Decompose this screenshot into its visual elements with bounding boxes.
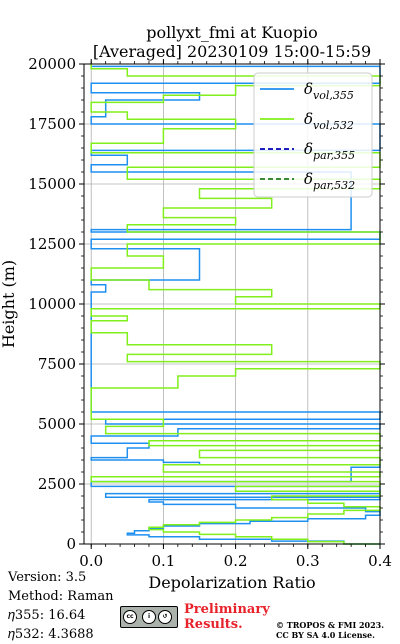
- legend-label-2: δpar,355: [304, 140, 355, 162]
- y-tick-label: 17500: [28, 115, 76, 133]
- copyright-notice: © TROPOS & FMI 2023. CC BY SA 4.0 Licens…: [276, 620, 384, 640]
- cc-license-icon: cc i ↺: [120, 606, 178, 628]
- series-line-1: [90, 64, 381, 545]
- series-layer: [90, 64, 381, 545]
- eta532-text: 𝜂532: 4.3688: [8, 627, 94, 642]
- chart-title-line-2: [Averaged] 20230109 15:00-15:59: [93, 42, 371, 61]
- preliminary-line-1: Preliminary: [184, 602, 270, 617]
- chart-title-line-1: pollyxt_fmi at Kuopio: [146, 23, 317, 42]
- x-axis-label: Depolarization Ratio: [148, 573, 315, 592]
- y-tick-label: 10000: [28, 295, 76, 313]
- x-tick-label: 0.2: [224, 552, 248, 570]
- y-tick-label: 7500: [38, 355, 76, 373]
- legend-label-1: δvol,532: [304, 110, 354, 132]
- y-axis-label: Height (m): [0, 260, 18, 348]
- preliminary-notice: Preliminary Results.: [184, 602, 270, 632]
- y-tick-label: 2500: [38, 475, 76, 493]
- x-tick-label: 0.4: [368, 552, 392, 570]
- y-tick-label: 5000: [38, 415, 76, 433]
- eta355-text: 𝜂355: 16.64: [8, 608, 86, 623]
- legend-label-3: δpar,532: [304, 170, 355, 192]
- method-text: Method: Raman: [8, 589, 114, 604]
- x-tick-label: 0.3: [296, 552, 320, 570]
- legend-box: [253, 72, 373, 198]
- y-tick-label: 20000: [28, 55, 76, 73]
- legend: δvol,355 δvol,532 δpar,355 δpar,532: [253, 72, 373, 198]
- legend-label-0: δvol,355: [304, 80, 354, 102]
- version-text: Version: 3.5: [8, 570, 87, 585]
- y-tick-label: 15000: [28, 175, 76, 193]
- axis-ticks: 0.0 0.1 0.2 0.3 0.4 0 2500 5000 7500 10000 12500 15…: [28, 55, 392, 570]
- footer-info: Version: 3.5 Method: Raman 𝜂355: 16.64 𝜂…: [8, 568, 114, 644]
- copyright-line-2: CC BY SA 4.0 License.: [276, 630, 375, 640]
- x-tick-label: 0.0: [79, 552, 103, 570]
- y-tick-label: 0: [66, 535, 76, 553]
- preliminary-line-2: Results.: [184, 617, 243, 632]
- copyright-line-1: © TROPOS & FMI 2023.: [276, 620, 385, 630]
- x-tick-label: 0.1: [151, 552, 175, 570]
- y-tick-label: 12500: [28, 235, 76, 253]
